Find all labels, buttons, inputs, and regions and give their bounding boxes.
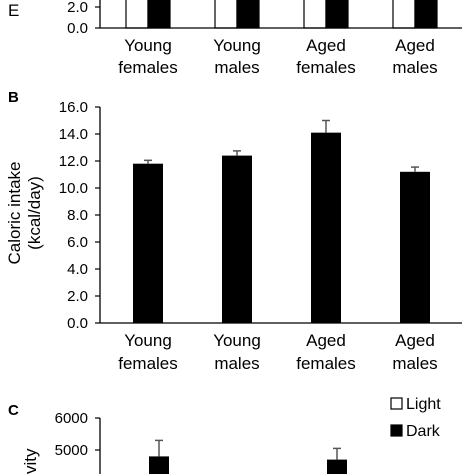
- panel-b-y-tick-label: 8.0: [67, 207, 88, 224]
- panel-b-y-tick-label: 4.0: [67, 261, 88, 278]
- panel-a-y-tick-label: 2.0: [67, 0, 88, 16]
- panel-c: C vity 5000 6000 Light Dark: [8, 396, 441, 474]
- panel-c-y-axis-label: vity: [21, 448, 40, 474]
- panel-c-label: C: [8, 402, 19, 419]
- panel-c-y-tick-label: 5000: [55, 442, 88, 459]
- legend-dark-label: Dark: [406, 423, 441, 440]
- panel-a-category-label: Aged: [395, 36, 435, 55]
- panel-a-y-axis-label: E: [8, 1, 19, 20]
- panel-b-y-tick-label: 0.0: [67, 315, 88, 332]
- panel-a-bar-dark: [414, 0, 438, 29]
- panel-a-bar-light: [303, 0, 327, 29]
- legend-dark-swatch: [390, 424, 403, 437]
- panel-b-y-axis-label-line1: Caloric intake: [5, 162, 24, 265]
- panel-b-bar: [400, 171, 430, 323]
- panel-b-y-axis-label-line2: (kcal/day): [25, 176, 44, 250]
- panel-b-y-tick-label: 6.0: [67, 234, 88, 251]
- panel-a-bar-dark: [325, 0, 349, 29]
- panel-b-y-tick-label: 10.0: [59, 180, 88, 197]
- panel-c-legend: Light Dark: [390, 396, 441, 440]
- panel-c-y-tick-label: 6000: [55, 410, 88, 427]
- panel-c-bar-dark: [327, 459, 347, 474]
- panel-a-category-label: Aged: [306, 36, 346, 55]
- panel-a-category-label: females: [296, 58, 356, 77]
- panel-b-category-label: males: [214, 354, 259, 373]
- panel-a-category-label: females: [118, 58, 178, 77]
- panel-b-y-tick-label: 16.0: [59, 99, 88, 116]
- panel-a-category-label: males: [214, 58, 259, 77]
- panel-b-bar: [311, 132, 341, 323]
- panel-b-y-tick-label: 14.0: [59, 126, 88, 143]
- panel-b-category-label: males: [392, 354, 437, 373]
- panel-b: B Caloric intake (kcal/day) 0.0 2.0 4.0 6.0…: [5, 89, 462, 373]
- panel-a-bar-light: [392, 0, 416, 29]
- legend-light-label: Light: [406, 396, 441, 413]
- legend-light-swatch: [390, 397, 403, 410]
- panel-a-category-label: males: [392, 58, 437, 77]
- panel-b-label: B: [8, 89, 19, 106]
- panel-c-bar-dark: [149, 456, 169, 474]
- panel-b-y-tick-label: 12.0: [59, 153, 88, 170]
- panel-b-category-label: Aged: [395, 331, 435, 350]
- panel-b-y-tick-label: 2.0: [67, 288, 88, 305]
- panel-a-category-label: Young: [124, 36, 172, 55]
- panel-b-category-label: females: [296, 354, 356, 373]
- panel-b-category-label: Young: [124, 331, 172, 350]
- panel-a: E 0.0 2.0 Young females Young males Aged femal…: [8, 0, 462, 77]
- panel-b-category-label: Young: [213, 331, 261, 350]
- panel-a-y-tick-label: 0.0: [67, 20, 88, 37]
- panel-a-bar-dark: [236, 0, 260, 29]
- panel-b-bar: [222, 155, 252, 323]
- panel-a-category-label: Young: [213, 36, 261, 55]
- panel-a-bar-light: [125, 0, 149, 29]
- panel-b-category-label: females: [118, 354, 178, 373]
- panel-b-bar: [133, 163, 163, 323]
- panel-a-bar-dark: [147, 0, 171, 29]
- panel-b-category-label: Aged: [306, 331, 346, 350]
- panel-a-bar-light: [214, 0, 238, 29]
